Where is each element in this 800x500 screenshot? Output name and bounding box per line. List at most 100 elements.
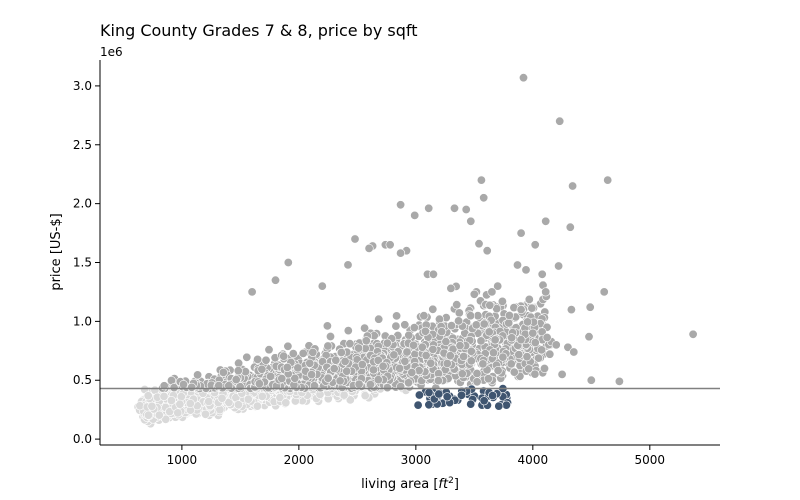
- point-above: [484, 327, 494, 337]
- point-above: [307, 370, 317, 380]
- point-below: [243, 394, 253, 404]
- point-notable: [539, 363, 549, 373]
- point-above: [266, 371, 276, 381]
- point-large-cheap: [466, 399, 476, 409]
- point-above: [233, 366, 243, 376]
- point-above: [368, 365, 378, 375]
- point-notable: [396, 248, 406, 258]
- x-tick-label: 4000: [518, 453, 549, 467]
- point-above: [454, 316, 464, 326]
- point-large-cheap: [479, 396, 489, 406]
- point-above: [288, 349, 298, 359]
- points-large-cheap-layer: [413, 384, 512, 411]
- point-above: [409, 323, 419, 333]
- x-tick-label: 1000: [167, 453, 198, 467]
- point-above: [323, 341, 333, 351]
- point-above: [378, 361, 388, 371]
- point-above: [179, 379, 189, 389]
- point-above: [419, 311, 429, 321]
- point-below: [185, 398, 195, 408]
- point-notable: [522, 352, 532, 362]
- point-above: [329, 364, 339, 374]
- point-above: [231, 375, 241, 385]
- chart-title: King County Grades 7 & 8, price by sqft: [100, 21, 418, 40]
- point-notable: [446, 283, 456, 293]
- point-above: [218, 367, 228, 377]
- point-notable: [247, 287, 257, 297]
- y-offset-label: 1e6: [100, 45, 123, 59]
- point-below: [275, 393, 285, 403]
- point-above: [455, 341, 465, 351]
- point-below: [176, 392, 186, 402]
- point-above: [471, 320, 481, 330]
- point-notable: [565, 222, 575, 232]
- point-above: [345, 339, 355, 349]
- point-large-cheap: [442, 392, 452, 402]
- point-above: [428, 304, 438, 314]
- point-above: [521, 265, 531, 275]
- point-large-cheap: [413, 400, 423, 410]
- point-below: [204, 396, 214, 406]
- point-above: [331, 355, 341, 365]
- point-notable: [603, 175, 613, 185]
- point-below: [159, 391, 169, 401]
- point-above: [283, 341, 293, 351]
- point-above: [524, 364, 534, 374]
- point-notable: [396, 200, 406, 210]
- point-notable: [479, 193, 489, 203]
- point-above: [365, 379, 375, 389]
- point-above: [325, 331, 335, 341]
- point-above: [214, 380, 224, 390]
- point-above: [373, 355, 383, 365]
- point-above: [374, 314, 384, 324]
- point-notable: [541, 216, 551, 226]
- point-notable: [555, 116, 565, 126]
- point-notable: [270, 275, 280, 285]
- point-below: [143, 410, 153, 420]
- point-notable: [317, 281, 327, 291]
- point-above: [361, 336, 371, 346]
- point-above: [442, 358, 452, 368]
- point-above: [187, 382, 197, 392]
- point-above: [308, 347, 318, 357]
- points-notable-layer: [247, 73, 698, 386]
- point-above: [193, 370, 203, 380]
- point-above: [446, 321, 456, 331]
- y-axis-label: price [US-$]: [49, 213, 64, 290]
- point-above: [493, 365, 503, 375]
- point-above: [524, 294, 534, 304]
- point-above: [514, 350, 524, 360]
- point-notable: [528, 328, 538, 338]
- point-notable: [283, 257, 293, 267]
- point-above: [402, 347, 412, 357]
- point-above: [472, 377, 482, 387]
- point-above: [234, 358, 244, 368]
- point-above: [257, 364, 267, 374]
- point-above: [403, 378, 413, 388]
- point-below: [281, 398, 291, 408]
- point-above: [472, 368, 482, 378]
- point-above: [342, 366, 352, 376]
- point-above: [426, 358, 436, 368]
- point-above: [336, 347, 346, 357]
- point-above: [454, 308, 464, 318]
- point-above: [392, 311, 402, 321]
- point-notable: [518, 73, 528, 83]
- point-notable: [504, 310, 514, 320]
- point-below: [224, 397, 234, 407]
- point-notable: [428, 269, 438, 279]
- point-above: [441, 337, 451, 347]
- point-above: [261, 355, 271, 365]
- point-large-cheap: [494, 401, 504, 411]
- point-below: [175, 399, 185, 409]
- point-above: [373, 375, 383, 385]
- point-above: [490, 335, 500, 345]
- point-above: [382, 338, 392, 348]
- point-notable: [557, 369, 567, 379]
- point-above: [323, 373, 333, 383]
- point-below: [154, 410, 164, 420]
- x-axis-label: living area [ft2]: [361, 476, 459, 492]
- point-below: [233, 400, 243, 410]
- y-tick-label: 1.5: [73, 256, 92, 270]
